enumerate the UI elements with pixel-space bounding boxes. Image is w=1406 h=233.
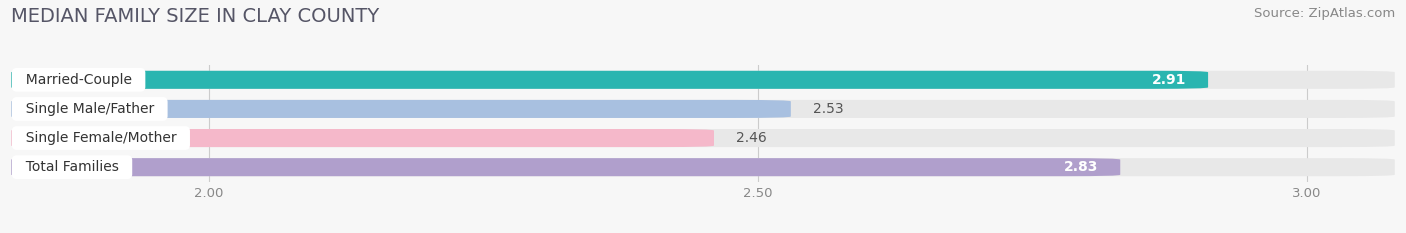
FancyBboxPatch shape — [11, 158, 1121, 176]
Text: 2.91: 2.91 — [1152, 73, 1187, 87]
FancyBboxPatch shape — [11, 100, 790, 118]
Text: Married-Couple: Married-Couple — [17, 73, 141, 87]
Text: Single Female/Mother: Single Female/Mother — [17, 131, 186, 145]
FancyBboxPatch shape — [11, 71, 1208, 89]
FancyBboxPatch shape — [11, 71, 1395, 89]
Text: 2.46: 2.46 — [735, 131, 766, 145]
FancyBboxPatch shape — [11, 129, 714, 147]
FancyBboxPatch shape — [11, 100, 1395, 118]
Text: Single Male/Father: Single Male/Father — [17, 102, 163, 116]
FancyBboxPatch shape — [11, 158, 1395, 176]
Text: Source: ZipAtlas.com: Source: ZipAtlas.com — [1254, 7, 1395, 20]
FancyBboxPatch shape — [11, 129, 1395, 147]
Text: 2.53: 2.53 — [813, 102, 844, 116]
Text: 2.83: 2.83 — [1064, 160, 1098, 174]
Text: Total Families: Total Families — [17, 160, 128, 174]
Text: MEDIAN FAMILY SIZE IN CLAY COUNTY: MEDIAN FAMILY SIZE IN CLAY COUNTY — [11, 7, 380, 26]
